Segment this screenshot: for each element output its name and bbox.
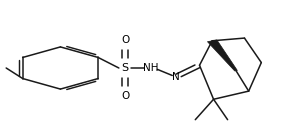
Text: O: O: [121, 91, 129, 101]
Text: S: S: [121, 63, 129, 73]
Text: N: N: [172, 72, 180, 82]
Text: O: O: [121, 35, 129, 45]
Text: NH: NH: [142, 63, 158, 73]
Polygon shape: [207, 40, 237, 71]
